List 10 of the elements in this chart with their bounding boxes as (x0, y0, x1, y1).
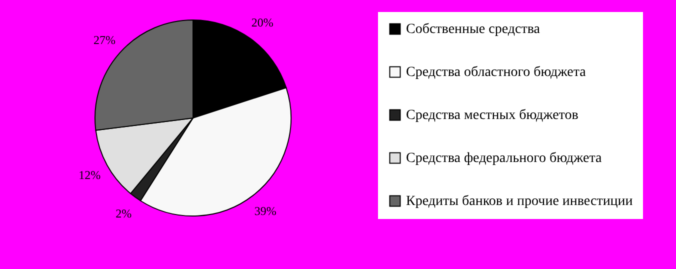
legend-label: Средства местных бюджетов (406, 108, 579, 123)
data-label: 12% (78, 168, 101, 182)
data-label: 20% (251, 16, 274, 30)
legend-label: Собственные средства (406, 22, 541, 37)
legend-label: Средства федерального бюджета (406, 151, 602, 166)
data-label: 39% (254, 204, 276, 218)
legend-label: Кредиты банков и прочие инвестиции (406, 194, 634, 209)
data-label: 27% (93, 32, 116, 47)
data-label: 2% (116, 206, 132, 220)
legend-label: Средства областного бюджета (406, 65, 587, 80)
